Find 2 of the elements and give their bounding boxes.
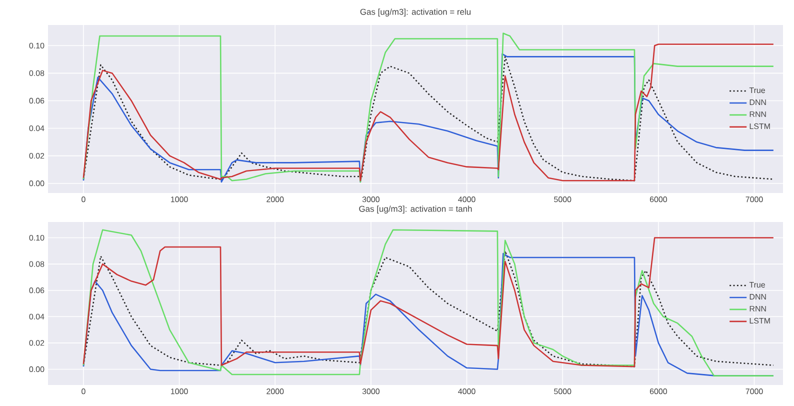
chart-title: Gas [ug/m3]: activation = tanh	[359, 206, 472, 214]
chart-title: Gas [ug/m3]: activation = relu	[360, 8, 471, 16]
